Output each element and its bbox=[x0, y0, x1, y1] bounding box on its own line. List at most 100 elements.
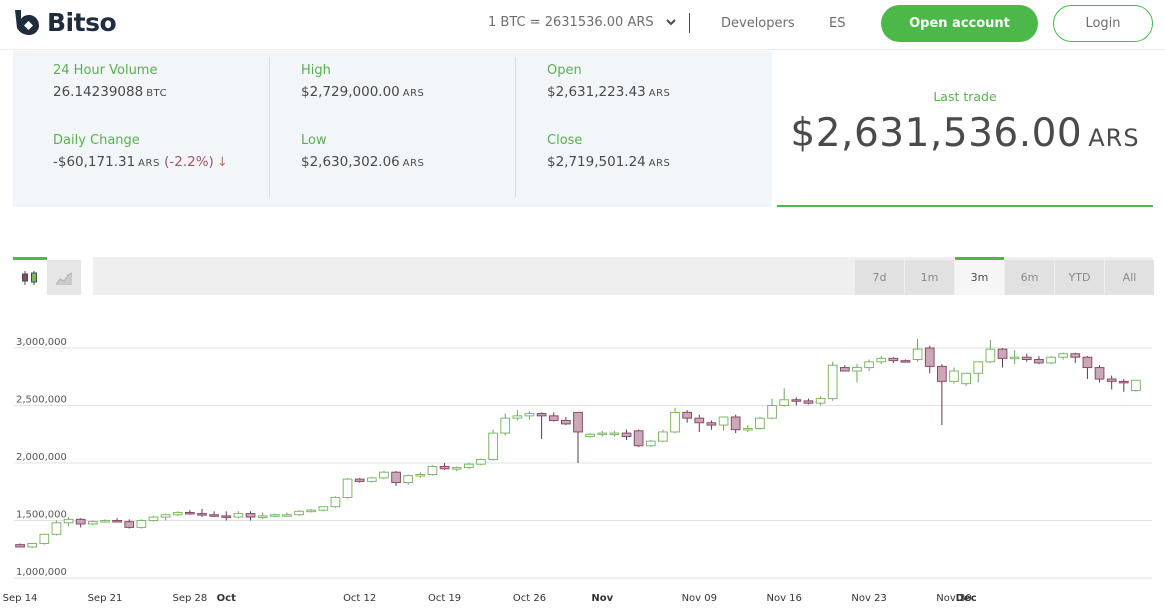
candle[interactable] bbox=[245, 511, 256, 521]
candle[interactable] bbox=[767, 398, 777, 420]
candle[interactable] bbox=[682, 410, 693, 423]
candle[interactable] bbox=[318, 506, 329, 512]
candle[interactable] bbox=[621, 429, 632, 440]
candle[interactable] bbox=[1009, 350, 1020, 365]
candle[interactable] bbox=[864, 359, 874, 372]
candle[interactable] bbox=[803, 398, 814, 405]
candle[interactable] bbox=[585, 433, 595, 438]
candle[interactable] bbox=[366, 476, 377, 483]
candle[interactable] bbox=[500, 413, 511, 436]
candle[interactable] bbox=[561, 417, 571, 426]
candle[interactable] bbox=[354, 477, 365, 483]
candle[interactable] bbox=[815, 396, 826, 406]
area-chart-button[interactable] bbox=[47, 260, 81, 295]
candle[interactable] bbox=[779, 388, 790, 407]
candle[interactable] bbox=[609, 430, 620, 437]
developers-link[interactable]: Developers bbox=[721, 16, 795, 31]
candle[interactable] bbox=[1021, 353, 1032, 362]
range-button-6m[interactable]: 6m bbox=[1005, 260, 1054, 295]
candle[interactable] bbox=[839, 365, 850, 372]
candle[interactable] bbox=[1082, 356, 1093, 380]
range-button-7d[interactable]: 7d bbox=[855, 260, 904, 295]
candle[interactable] bbox=[973, 361, 984, 383]
candle[interactable] bbox=[512, 410, 523, 421]
candle[interactable] bbox=[827, 361, 838, 401]
candle[interactable] bbox=[160, 513, 171, 521]
range-button-3m[interactable]: 3m bbox=[955, 257, 1004, 295]
candle[interactable] bbox=[15, 543, 25, 548]
candle[interactable] bbox=[1058, 352, 1069, 360]
candle[interactable] bbox=[185, 510, 195, 515]
candle[interactable] bbox=[451, 466, 462, 472]
candle[interactable] bbox=[463, 463, 474, 469]
candle[interactable] bbox=[658, 429, 668, 443]
candle[interactable] bbox=[949, 367, 959, 384]
candle[interactable] bbox=[1046, 356, 1056, 365]
range-button-all[interactable]: All bbox=[1105, 260, 1154, 295]
candle[interactable] bbox=[221, 511, 232, 521]
candle[interactable] bbox=[282, 512, 292, 518]
candle[interactable] bbox=[852, 364, 862, 383]
candle[interactable] bbox=[124, 519, 135, 529]
candle[interactable] bbox=[233, 511, 244, 519]
candle[interactable] bbox=[645, 440, 656, 447]
candle[interactable] bbox=[87, 520, 98, 526]
candle[interactable] bbox=[439, 463, 450, 470]
candle[interactable] bbox=[900, 359, 911, 363]
candle[interactable] bbox=[670, 407, 680, 434]
candle[interactable] bbox=[75, 518, 86, 528]
candle[interactable] bbox=[536, 412, 547, 439]
candle[interactable] bbox=[876, 356, 887, 365]
candle[interactable] bbox=[573, 411, 583, 463]
candle[interactable] bbox=[342, 477, 353, 499]
price-chart[interactable]: 3,000,000 2,500,000 2,000,000 1,500,000 1,00… bbox=[0, 300, 1165, 609]
candle[interactable] bbox=[706, 420, 717, 430]
candle[interactable] bbox=[524, 411, 535, 420]
candle[interactable] bbox=[1070, 352, 1081, 363]
candlestick-chart-button[interactable] bbox=[13, 257, 47, 295]
candle[interactable] bbox=[148, 515, 159, 522]
candle[interactable] bbox=[112, 518, 122, 523]
candle[interactable] bbox=[718, 416, 729, 431]
candle[interactable] bbox=[209, 511, 219, 518]
candle[interactable] bbox=[985, 339, 996, 363]
candle[interactable] bbox=[755, 417, 765, 430]
open-account-button[interactable]: Open account bbox=[881, 5, 1038, 42]
candle[interactable] bbox=[476, 458, 486, 466]
candle[interactable] bbox=[379, 471, 389, 480]
candle[interactable] bbox=[1131, 379, 1141, 392]
candle[interactable] bbox=[912, 338, 923, 362]
candle[interactable] bbox=[415, 472, 426, 478]
candle[interactable] bbox=[1094, 365, 1105, 383]
candle[interactable] bbox=[937, 364, 947, 426]
candle[interactable] bbox=[269, 513, 280, 518]
candle[interactable] bbox=[597, 430, 608, 437]
currency-rate-dropdown[interactable]: 1 BTC = 2631536.00 ARS bbox=[488, 15, 676, 30]
candle[interactable] bbox=[488, 429, 498, 461]
candle[interactable] bbox=[888, 357, 899, 363]
candle[interactable] bbox=[172, 511, 183, 516]
candle[interactable] bbox=[197, 509, 207, 518]
candle[interactable] bbox=[633, 429, 644, 447]
candle[interactable] bbox=[742, 425, 753, 432]
candle[interactable] bbox=[961, 372, 971, 386]
candle[interactable] bbox=[548, 412, 559, 422]
candle[interactable] bbox=[791, 397, 802, 406]
bitso-logo[interactable]: Bitso bbox=[12, 6, 117, 38]
candle[interactable] bbox=[1118, 379, 1129, 392]
candle[interactable] bbox=[63, 517, 74, 527]
candle[interactable] bbox=[330, 496, 341, 508]
candle[interactable] bbox=[391, 471, 401, 486]
candle[interactable] bbox=[997, 348, 1008, 368]
candle[interactable] bbox=[100, 519, 110, 523]
candle[interactable] bbox=[136, 519, 147, 529]
candle[interactable] bbox=[294, 510, 304, 516]
candle[interactable] bbox=[51, 520, 62, 536]
candle[interactable] bbox=[257, 512, 268, 520]
candle[interactable] bbox=[1106, 375, 1117, 390]
candle[interactable] bbox=[694, 414, 705, 432]
range-button-ytd[interactable]: YTD bbox=[1055, 260, 1104, 295]
language-link[interactable]: ES bbox=[829, 16, 846, 31]
candle[interactable] bbox=[427, 465, 438, 476]
candle[interactable] bbox=[306, 509, 317, 513]
